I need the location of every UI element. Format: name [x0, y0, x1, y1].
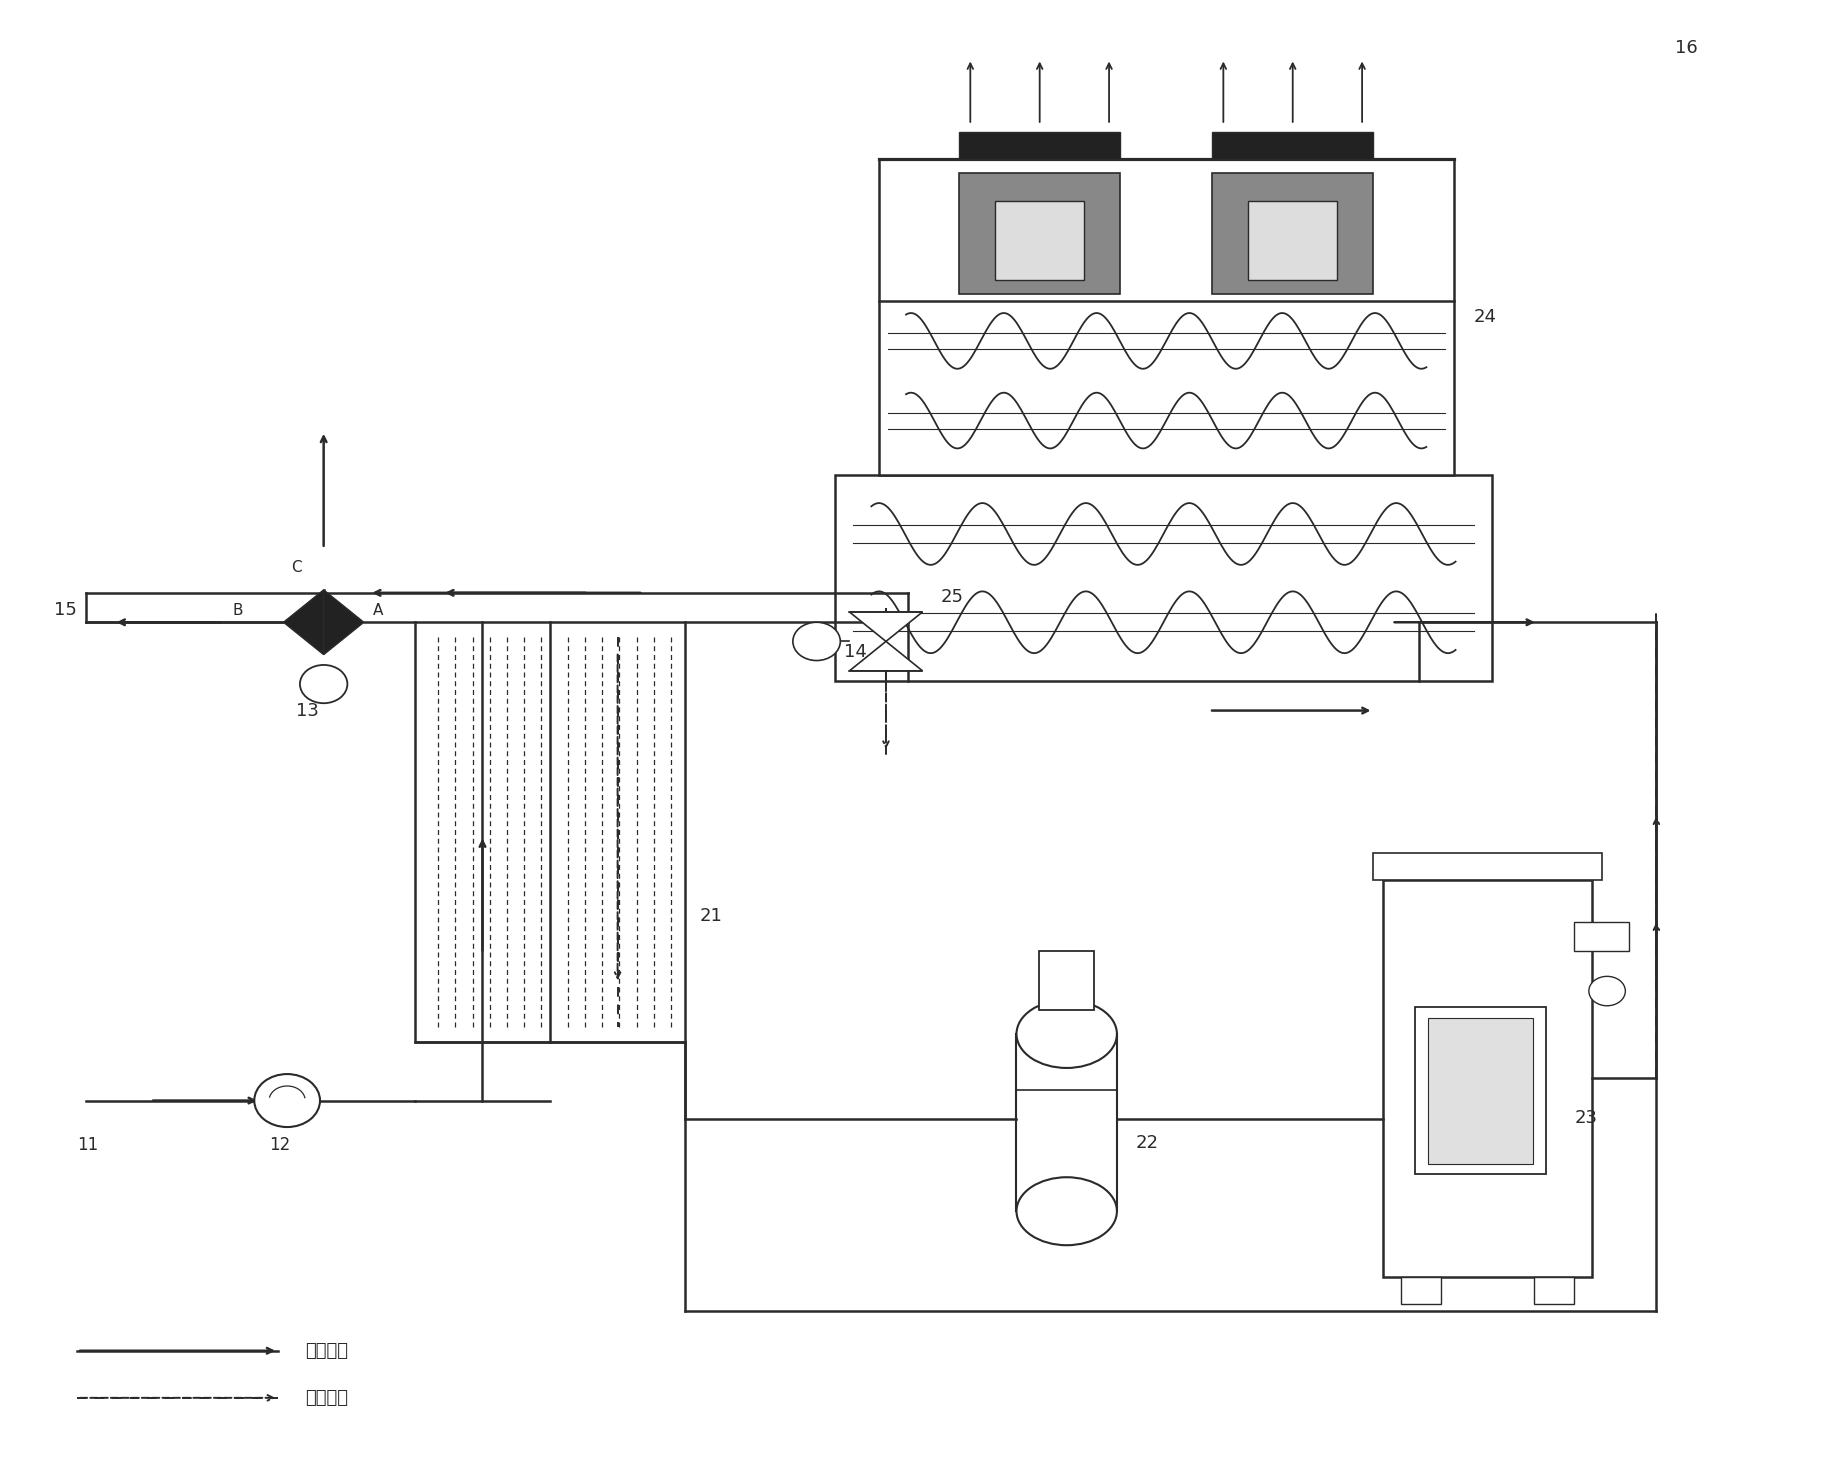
- Text: C: C: [292, 561, 301, 576]
- Polygon shape: [323, 591, 363, 654]
- Bar: [1429, 1018, 1533, 1163]
- Bar: [1401, 1277, 1442, 1304]
- Bar: [834, 475, 1493, 681]
- Bar: [1383, 879, 1592, 1277]
- Text: 11: 11: [77, 1135, 99, 1154]
- Bar: [878, 158, 1454, 475]
- Bar: [1212, 132, 1374, 158]
- Text: 23: 23: [1574, 1109, 1597, 1128]
- Text: 冷媒流向: 冷媒流向: [306, 1388, 348, 1407]
- Circle shape: [1588, 977, 1625, 1006]
- Circle shape: [792, 622, 840, 660]
- Text: 16: 16: [1674, 40, 1698, 58]
- Bar: [1212, 173, 1374, 295]
- Text: 24: 24: [1475, 308, 1497, 326]
- Circle shape: [255, 1074, 319, 1128]
- Bar: [996, 201, 1084, 280]
- Text: 13: 13: [297, 702, 319, 719]
- Ellipse shape: [1016, 1000, 1117, 1069]
- Bar: [1533, 1277, 1574, 1304]
- Polygon shape: [849, 641, 923, 670]
- Text: 水流方向: 水流方向: [306, 1342, 348, 1360]
- Bar: [1574, 922, 1629, 952]
- Text: 14: 14: [844, 642, 867, 660]
- Bar: [414, 622, 686, 1042]
- Polygon shape: [849, 611, 923, 641]
- Ellipse shape: [1016, 1177, 1117, 1245]
- Bar: [1040, 950, 1095, 1009]
- Polygon shape: [284, 591, 323, 654]
- Bar: [1416, 1008, 1546, 1174]
- Text: A: A: [372, 602, 383, 619]
- Text: 12: 12: [270, 1135, 290, 1154]
- Bar: [959, 173, 1121, 295]
- Circle shape: [301, 665, 347, 703]
- Text: B: B: [233, 602, 242, 619]
- Text: 25: 25: [941, 588, 963, 607]
- Text: 15: 15: [55, 601, 77, 620]
- Bar: [1249, 201, 1337, 280]
- Text: 22: 22: [1135, 1134, 1157, 1153]
- Bar: [1374, 854, 1601, 879]
- Bar: [959, 132, 1121, 158]
- Text: 21: 21: [701, 907, 723, 925]
